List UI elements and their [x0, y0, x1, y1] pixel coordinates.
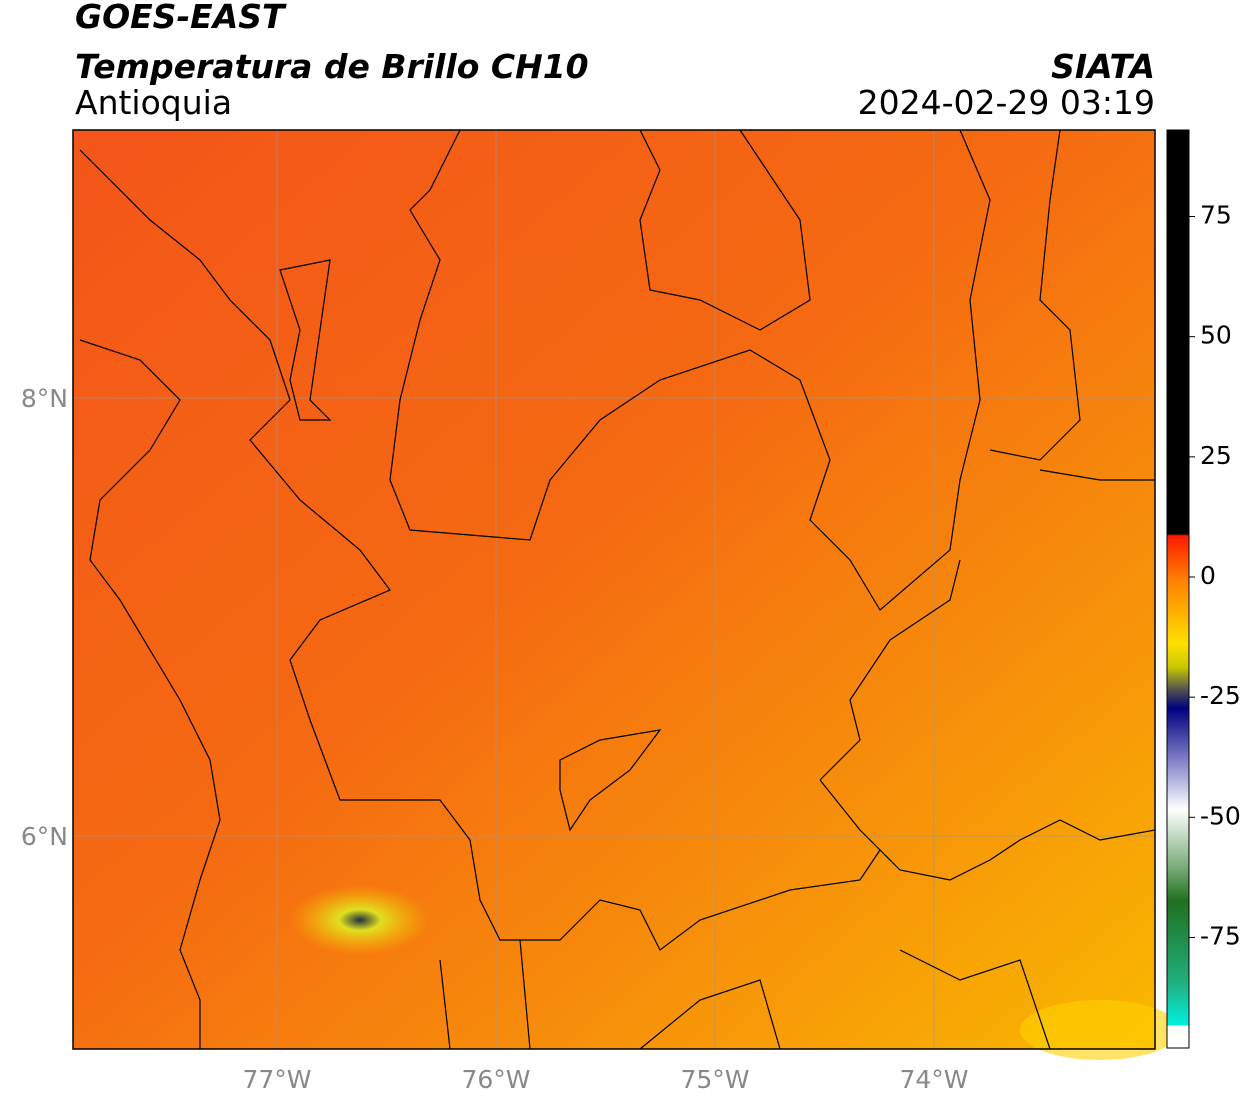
temperature-field: [73, 130, 1155, 1049]
warm-area: [1020, 1000, 1180, 1060]
title: GOES-EAST: [75, 0, 287, 36]
lon-label: 75°W: [680, 1065, 749, 1094]
region: Antioquia: [75, 83, 232, 122]
borders: [79, 129, 1156, 1050]
source: SIATA: [1051, 47, 1155, 86]
lat-label: 6°N: [21, 822, 68, 851]
lon-label: 74°W: [899, 1065, 968, 1094]
map-frame: [72, 129, 1156, 1050]
cold-cloud: [290, 885, 430, 955]
colorbar-tick-label: 75: [1200, 201, 1232, 230]
lon-label: 77°W: [242, 1065, 311, 1094]
colorbar: 75 50 25 0 -25 -50 -75: [1166, 129, 1241, 1049]
colorbar-tick-label: 0: [1200, 561, 1216, 590]
colorbar-tick-label: 50: [1200, 321, 1232, 350]
lat-label: 8°N: [21, 384, 68, 413]
colorbar-tick-label: -75: [1200, 921, 1241, 950]
map: 77°W 76°W 75°W 74°W 8°N 6°N: [21, 129, 1180, 1094]
subtitle: Temperatura de Brillo CH10: [75, 47, 589, 86]
grid: [73, 130, 1155, 1049]
colorbar-tick-label: -25: [1200, 681, 1241, 710]
colorbar-tick-label: 25: [1200, 441, 1232, 470]
colorbar-scale: [1166, 129, 1190, 1049]
colorbar-tick-label: -50: [1200, 801, 1241, 830]
lon-label: 76°W: [461, 1065, 530, 1094]
datetime: 2024-02-29 03:19: [858, 83, 1155, 122]
